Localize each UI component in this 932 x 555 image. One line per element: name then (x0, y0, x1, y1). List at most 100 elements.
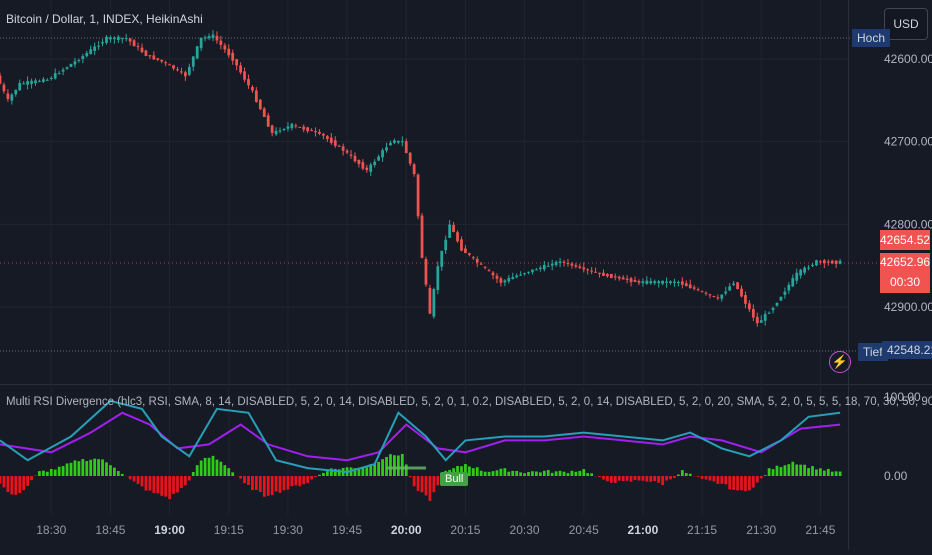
histogram-bar (511, 471, 514, 476)
candle-body (720, 295, 723, 299)
histogram-bar (14, 476, 17, 495)
candle-body (689, 285, 692, 289)
histogram-bar (74, 460, 77, 476)
candle-body (330, 138, 333, 143)
candle-body (7, 93, 10, 98)
histogram-bar (271, 476, 274, 495)
histogram-bar (736, 476, 739, 490)
histogram-bar (298, 476, 301, 486)
histogram-bar (405, 464, 408, 476)
histogram-bar (756, 476, 759, 482)
histogram-bar (630, 476, 633, 482)
candle-body (665, 282, 668, 283)
price-tick-label: 42600.00 (884, 52, 932, 66)
histogram-bar (377, 462, 380, 476)
histogram-bar (93, 459, 96, 476)
lightning-icon[interactable]: ⚡ (829, 351, 851, 373)
candle-body (697, 289, 700, 290)
candle-body (582, 267, 585, 269)
histogram-bar (409, 476, 412, 477)
histogram-bar (586, 473, 589, 476)
candle-body (669, 281, 672, 283)
candle-body (559, 261, 562, 262)
candle-body (133, 40, 136, 46)
candle-body (97, 46, 100, 47)
time-tick-label: 20:30 (510, 523, 540, 537)
histogram-bar (720, 476, 723, 484)
candle-body (574, 265, 577, 266)
histogram-bar (204, 458, 207, 476)
histogram-bar (582, 469, 585, 476)
candle-body (287, 127, 290, 129)
candle-body (381, 150, 384, 157)
histogram-bar (425, 476, 428, 495)
candle-body (681, 281, 684, 284)
histogram-bar (401, 454, 404, 476)
candle-body (401, 141, 404, 142)
histogram-bar (791, 462, 794, 476)
histogram-bar (547, 470, 550, 476)
histogram-bar (432, 476, 435, 492)
candle-body (728, 286, 731, 290)
histogram-bar (267, 476, 270, 496)
price-tick-label: 42700.00 (884, 135, 932, 149)
candle-body (109, 37, 112, 39)
candle-body (626, 279, 629, 280)
candle-body (46, 80, 49, 81)
histogram-bar (117, 471, 120, 476)
candle-body (377, 156, 380, 160)
candle-body (736, 282, 739, 289)
candle-body (275, 131, 278, 134)
candle-body (208, 36, 211, 38)
candle-body (54, 73, 57, 78)
candle-body (279, 130, 282, 131)
histogram-bar (780, 467, 783, 476)
candle-body (685, 283, 688, 286)
time-tick-label: 19:00 (154, 523, 185, 537)
candle-body (243, 71, 246, 79)
histogram-bar (835, 471, 838, 476)
histogram-bar (669, 476, 672, 479)
histogram-bar (314, 476, 317, 477)
candle-body (413, 164, 416, 174)
currency-button[interactable]: USD (884, 8, 928, 40)
candle-body (113, 38, 116, 40)
candle-body (602, 273, 605, 276)
histogram-bar (839, 472, 842, 476)
histogram-bar (578, 471, 581, 476)
histogram-bar (649, 476, 652, 482)
time-tick-label: 18:30 (36, 523, 66, 537)
candle-body (610, 274, 613, 278)
candle-body (748, 303, 751, 309)
histogram-bar (413, 476, 416, 486)
candle-body (417, 175, 420, 217)
histogram-bar (417, 476, 420, 491)
candle-body (18, 83, 21, 90)
histogram-bar (531, 471, 534, 476)
candle-body (780, 297, 783, 301)
candle-body (310, 130, 313, 131)
candle-body (259, 100, 262, 109)
candle-body (365, 168, 368, 170)
candle-body (172, 65, 175, 68)
candle-body (231, 53, 234, 61)
candle-body (630, 278, 633, 282)
candle-body (361, 162, 364, 168)
histogram-bar (326, 471, 329, 476)
candle-body (547, 266, 550, 267)
histogram-bar (784, 465, 787, 476)
candle-body (145, 50, 148, 55)
candle-body (30, 81, 33, 84)
candle-body (168, 64, 171, 65)
histogram-bar (500, 469, 503, 476)
histogram-bar (468, 466, 471, 476)
time-tick-label: 21:00 (628, 523, 659, 537)
histogram-bar (488, 472, 491, 476)
histogram-bar (381, 459, 384, 476)
histogram-bar (397, 455, 400, 476)
price-axis-border (848, 0, 849, 550)
histogram-bar (787, 464, 790, 476)
histogram-bar (275, 476, 278, 492)
